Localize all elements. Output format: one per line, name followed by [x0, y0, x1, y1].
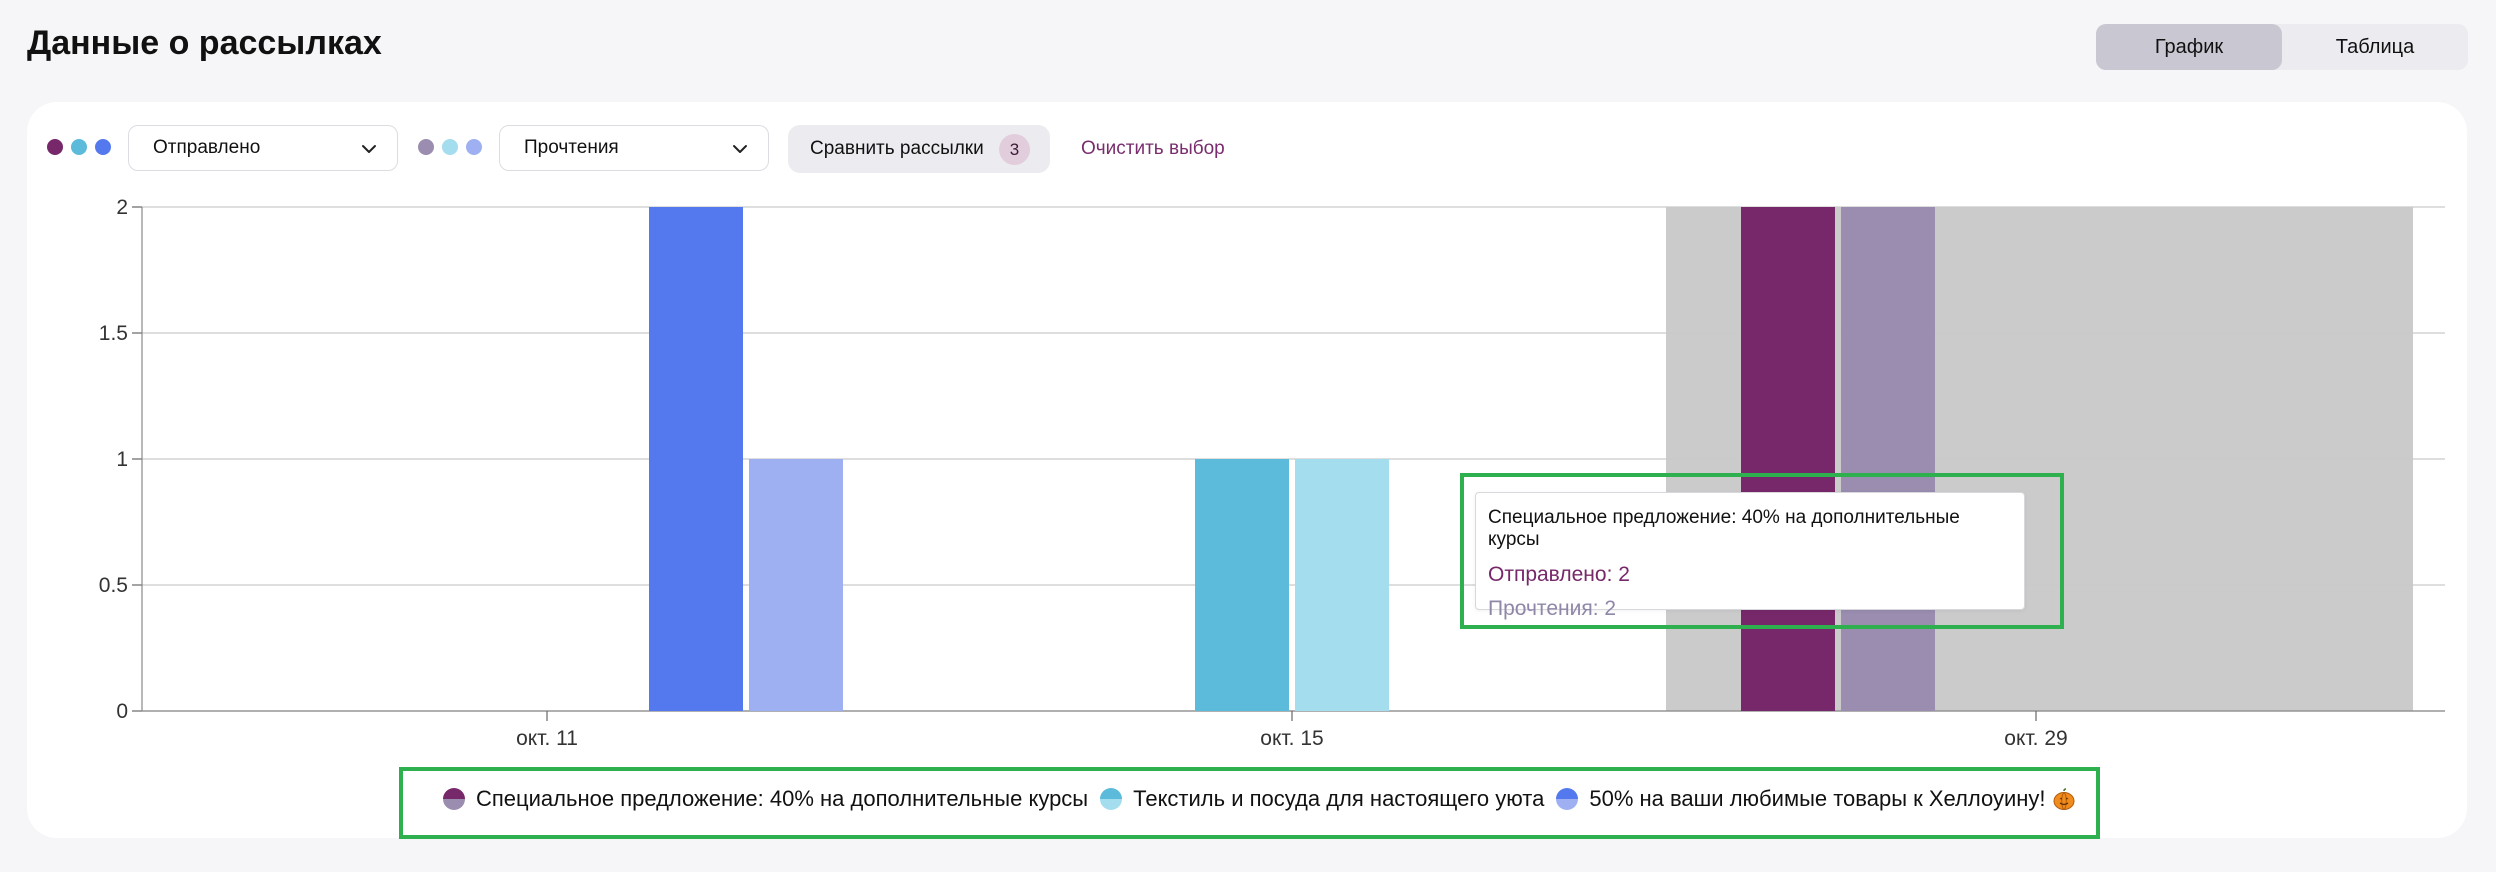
- bar: [1295, 459, 1389, 711]
- bar: [749, 459, 843, 711]
- legend-item[interactable]: Специальное предложение: 40% на дополнит…: [443, 786, 1088, 812]
- bar: [649, 207, 743, 711]
- x-tick-label: окт. 29: [2004, 727, 2067, 750]
- legend-swatch: [1100, 788, 1123, 810]
- tooltip-read-value: Прочтения: 2: [1488, 597, 1617, 620]
- color-dot: [95, 139, 111, 155]
- y-tick-label: 2: [116, 196, 128, 219]
- chevron-down-icon: [733, 145, 747, 153]
- y-tick-label: 0.5: [99, 574, 128, 597]
- tab-table[interactable]: Таблица: [2335, 35, 2415, 58]
- clear-selection-link[interactable]: Очистить выбор: [1081, 138, 1225, 159]
- compare-count-badge: 3: [999, 134, 1030, 165]
- x-tick-label: окт. 11: [516, 727, 578, 750]
- metric-b-color-dots: [418, 139, 482, 155]
- tooltip-sent-value: Отправлено: 2: [1488, 563, 1630, 586]
- bar: [1195, 459, 1289, 711]
- color-dot: [442, 139, 458, 155]
- legend-label: Текстиль и посуда для настоящего уюта: [1133, 786, 1545, 811]
- legend-swatch: [1556, 788, 1579, 810]
- y-tick-label: 1: [116, 448, 128, 471]
- view-toggle: График Таблица: [2096, 24, 2468, 70]
- bar: [1841, 207, 1935, 711]
- pumpkin-icon: [2053, 788, 2074, 810]
- metric-a-select-value: Отправлено: [153, 137, 261, 158]
- tab-chart[interactable]: График: [2096, 24, 2282, 70]
- tooltip-highlight-frame: [1460, 473, 2064, 629]
- x-tick-label: окт. 15: [1260, 727, 1323, 750]
- legend-swatch: [443, 788, 465, 810]
- metric-a-select[interactable]: Отправлено: [128, 125, 398, 171]
- legend-label: Специальное предложение: 40% на дополнит…: [476, 786, 1089, 811]
- compare-mailings-label: Сравнить рассылки: [810, 138, 984, 159]
- metric-b-select[interactable]: Прочтения: [499, 125, 769, 171]
- bar: [1741, 207, 1835, 711]
- y-tick-label: 1.5: [99, 322, 128, 345]
- y-tick-label: 0: [116, 700, 128, 723]
- legend-highlight-frame: [399, 767, 2100, 839]
- tooltip-title: Специальное предложение: 40% на дополнит…: [1488, 507, 1960, 550]
- legend-item[interactable]: Текстиль и посуда для настоящего уюта: [1100, 786, 1544, 812]
- metric-b-select-value: Прочтения: [524, 137, 619, 158]
- color-dot: [418, 139, 434, 155]
- legend-label: 50% на ваши любимые товары к Хеллоуину!: [1589, 786, 2046, 811]
- color-dot: [47, 139, 63, 155]
- legend-item[interactable]: 50% на ваши любимые товары к Хеллоуину!: [1556, 786, 2075, 812]
- page-title: Данные о рассылках: [27, 24, 382, 62]
- compare-mailings-button[interactable]: Сравнить рассылки 3: [788, 125, 1050, 173]
- metric-a-color-dots: [47, 139, 111, 155]
- chart-tooltip: Специальное предложение: 40% на дополнит…: [1475, 492, 2025, 620]
- color-dot: [71, 139, 87, 155]
- chart-legend: Специальное предложение: 40% на дополнит…: [443, 786, 2088, 812]
- color-dot: [466, 139, 482, 155]
- chevron-down-icon: [362, 145, 376, 153]
